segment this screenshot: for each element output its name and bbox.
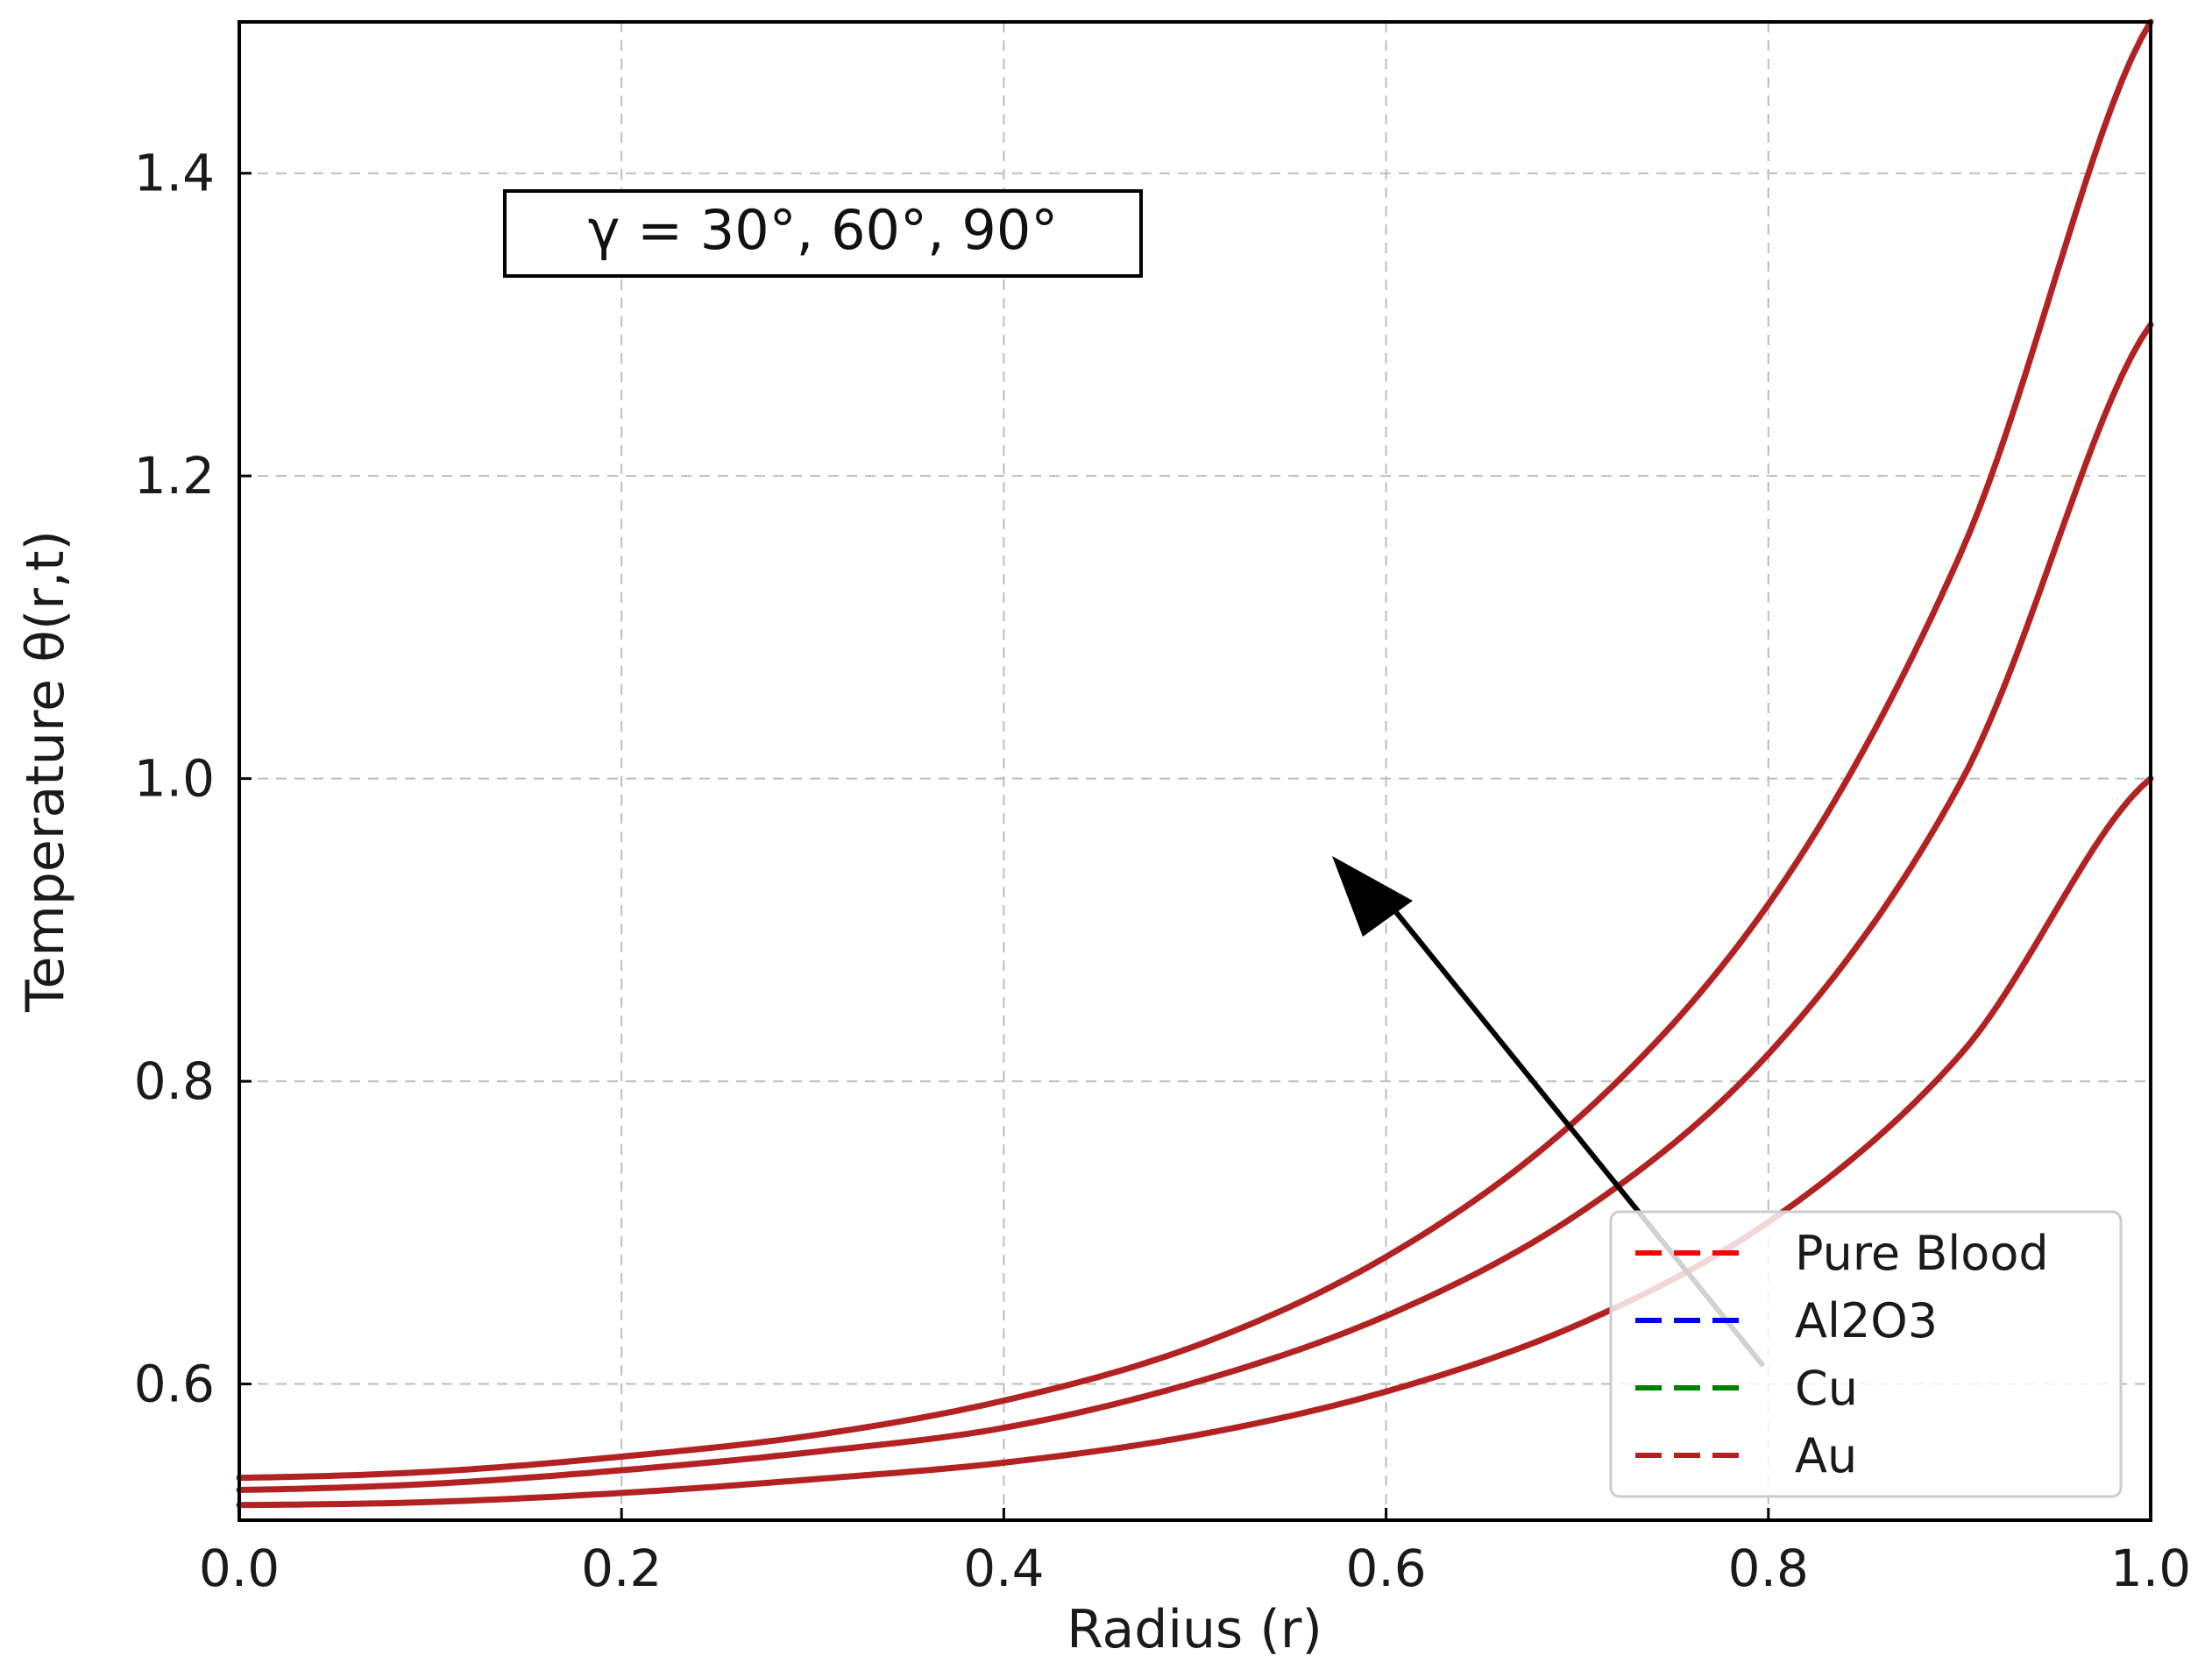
legend-frame xyxy=(1609,1210,2123,1498)
legend-label: Pure Blood xyxy=(1795,1226,2049,1281)
legend-label: Au xyxy=(1795,1428,1857,1483)
x-tick-label: 0.2 xyxy=(581,1539,662,1598)
annotation-label: γ = 30°, 60°, 90° xyxy=(588,198,1059,262)
y-tick-label: 1.4 xyxy=(134,144,215,203)
series-curve-3 xyxy=(236,18,2154,1482)
y-tick-label: 0.8 xyxy=(134,1051,215,1111)
x-tick-label: 0.4 xyxy=(963,1539,1044,1598)
ticks: 0.0 0.2 0.4 0.6 0.8 1.0 0.6 0.8 1.0 1.2 1.4 xyxy=(134,144,2191,1598)
legend-label: Cu xyxy=(1795,1361,1858,1416)
series-curve-2 xyxy=(236,322,2154,1493)
y-axis-title: Temperature θ(r,t) xyxy=(15,530,76,1013)
x-tick-label: 1.0 xyxy=(2110,1539,2191,1598)
y-tick-label: 1.0 xyxy=(134,749,215,809)
annotation-box: γ = 30°, 60°, 90° xyxy=(503,189,1143,278)
legend-label: Al2O3 xyxy=(1795,1293,1938,1348)
plot-frame xyxy=(238,20,2152,1522)
y-tick-label: 1.2 xyxy=(134,446,215,506)
x-axis-title: Radius (r) xyxy=(1067,1599,1322,1660)
y-tick-label: 0.6 xyxy=(134,1355,215,1414)
legend: Pure Blood Al2O3 Cu Au xyxy=(1609,1210,2123,1498)
series-curve-1 xyxy=(236,775,2154,1509)
x-tick-label: 0.0 xyxy=(199,1539,280,1598)
curves xyxy=(236,18,2154,1509)
x-tick-label: 0.8 xyxy=(1728,1539,1809,1598)
x-tick-label: 0.6 xyxy=(1345,1539,1426,1598)
